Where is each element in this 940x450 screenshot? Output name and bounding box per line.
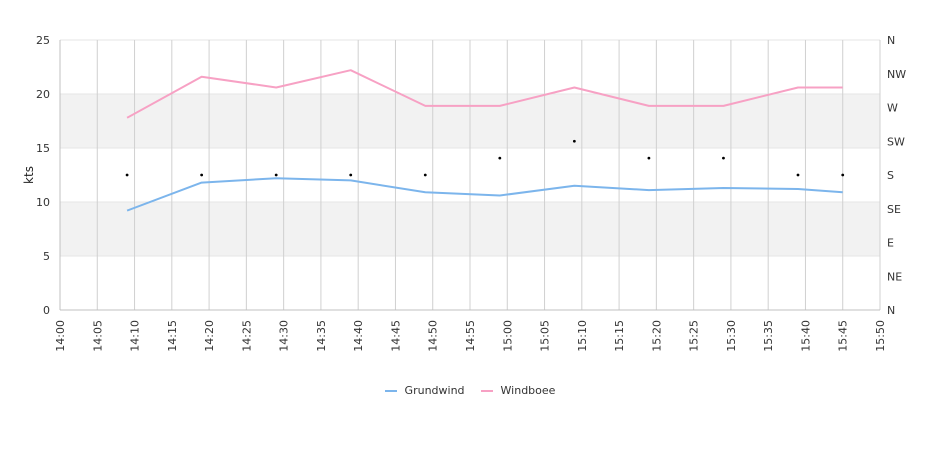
direction-marker	[125, 173, 129, 177]
y2-axis-ticks: N NE E SE S SW W NW N	[887, 34, 906, 317]
direction-marker	[841, 173, 845, 177]
direction-marker	[349, 173, 353, 177]
x-tick-label: 14:25	[240, 320, 253, 352]
y-tick-label: 20	[36, 88, 50, 101]
direction-tick-label: NW	[887, 68, 906, 81]
x-tick-label: 14:05	[91, 320, 104, 352]
legend-swatch	[480, 389, 493, 392]
y-axis-title: kts	[22, 166, 36, 184]
direction-tick-label: E	[887, 237, 894, 250]
legend-label: Grundwind	[404, 384, 465, 397]
x-tick-label: 14:45	[389, 320, 402, 352]
y-tick-label: 5	[43, 250, 50, 263]
x-tick-label: 14:15	[166, 320, 179, 352]
x-tick-label: 15:40	[799, 320, 812, 352]
x-tick-label: 14:10	[129, 320, 142, 352]
x-axis-ticks: 14:00 14:05 14:10 14:15 14:20 14:25 14:30 14:35…	[54, 320, 887, 352]
x-tick-label: 14:00	[54, 320, 67, 352]
direction-marker	[498, 156, 502, 160]
y-tick-label: 15	[36, 142, 50, 155]
x-tick-label: 15:15	[613, 320, 626, 352]
y-tick-label: 10	[36, 196, 50, 209]
direction-tick-label: N	[887, 34, 895, 47]
y-tick-label: 25	[36, 34, 50, 47]
x-tick-label: 15:05	[539, 320, 552, 352]
grid-lines	[59, 39, 881, 311]
direction-tick-label: N	[887, 304, 895, 317]
direction-tick-label: W	[887, 102, 898, 115]
x-tick-label: 15:25	[688, 320, 701, 352]
direction-marker	[274, 173, 278, 177]
series-line-windboee	[126, 69, 843, 119]
x-tick-label: 14:35	[315, 320, 328, 352]
legend-item-grundwind[interactable]: Grundwind	[384, 384, 465, 397]
y-axis-ticks: 0 5 10 15 20 25	[36, 34, 50, 317]
direction-tick-label: S	[887, 169, 894, 182]
direction-tick-label: SE	[887, 203, 901, 216]
direction-tick-label: NE	[887, 270, 902, 283]
x-tick-label: 15:20	[650, 320, 663, 352]
direction-marker	[796, 173, 800, 177]
x-tick-label: 14:50	[427, 320, 440, 352]
direction-tick-label: SW	[887, 135, 905, 148]
legend-label: Windboee	[500, 384, 556, 397]
x-tick-label: 14:20	[203, 320, 216, 352]
x-tick-label: 14:55	[464, 320, 477, 352]
x-tick-label: 15:00	[501, 320, 514, 352]
direction-marker	[647, 156, 651, 160]
legend-swatch	[384, 389, 397, 392]
x-tick-label: 14:40	[352, 320, 365, 352]
series-layer	[126, 69, 843, 212]
x-tick-label: 14:30	[278, 320, 291, 352]
direction-marker	[722, 156, 725, 160]
x-tick-label: 15:35	[762, 320, 775, 352]
direction-layer	[125, 139, 845, 177]
x-tick-label: 15:45	[837, 320, 850, 352]
x-tick-label: 15:10	[576, 320, 589, 352]
direction-marker	[423, 173, 427, 177]
direction-marker	[572, 139, 576, 143]
legend: Grundwind Windboee	[0, 384, 940, 397]
legend-item-windboee[interactable]: Windboee	[480, 384, 556, 397]
series-line-grundwind	[126, 177, 843, 212]
x-tick-label: 15:50	[874, 320, 887, 352]
y-tick-label: 0	[43, 304, 50, 317]
direction-marker	[200, 173, 204, 177]
x-tick-label: 15:30	[725, 320, 738, 352]
